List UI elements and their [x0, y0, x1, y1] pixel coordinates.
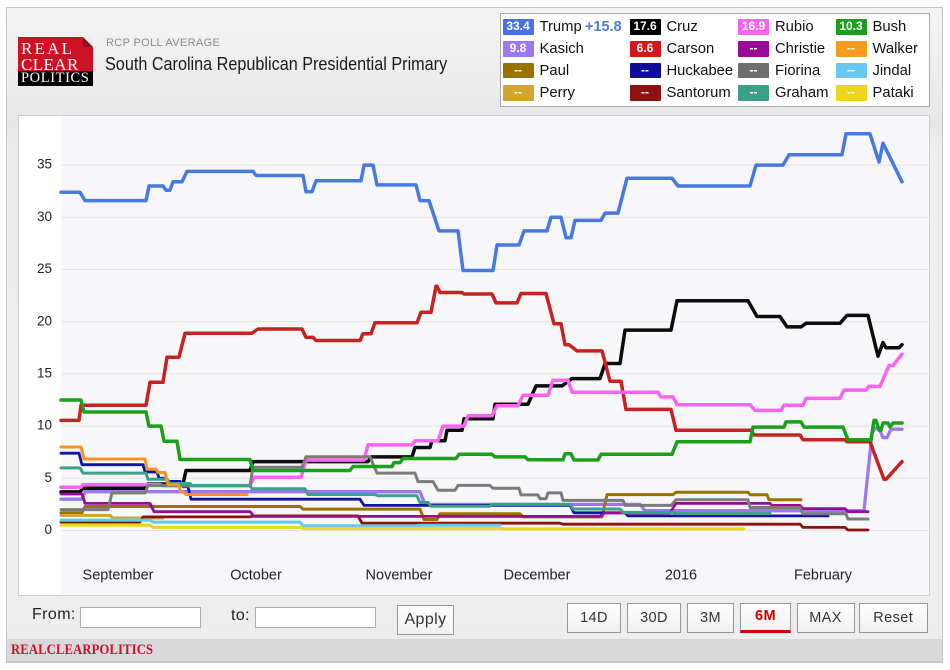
svg-text:15: 15 [37, 366, 52, 381]
svg-text:October: October [230, 568, 282, 584]
svg-text:December: December [504, 568, 571, 584]
svg-text:0: 0 [44, 522, 52, 537]
svg-text:2016: 2016 [665, 568, 697, 584]
svg-text:November: November [366, 568, 433, 584]
svg-text:February: February [794, 568, 853, 584]
svg-text:20: 20 [37, 313, 52, 328]
svg-text:30: 30 [37, 209, 52, 224]
svg-text:25: 25 [37, 261, 52, 276]
svg-text:5: 5 [44, 470, 52, 485]
svg-text:35: 35 [37, 157, 52, 172]
svg-text:10: 10 [37, 418, 52, 433]
svg-text:September: September [83, 568, 154, 584]
